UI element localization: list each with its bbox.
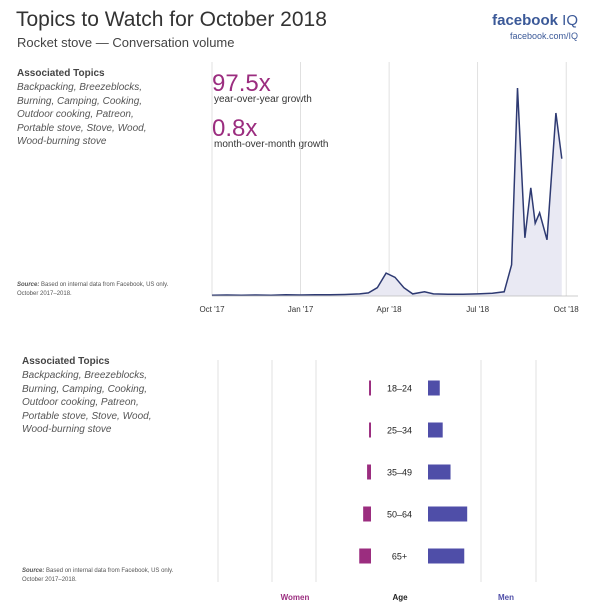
x-tick-label: Apr '18 [377,305,403,314]
bar-men [428,422,443,438]
topics-line: Wood-burning stove [17,136,107,147]
topics-line: Portable stove, Stove, Wood, [22,410,152,422]
topics-line: Burning, Camping, Cooking, [17,95,143,107]
bar-women [363,506,371,522]
age-category-label: 65+ [392,552,407,562]
age-category-label: 50–64 [387,510,412,520]
source-text: Based on internal data from Facebook, US… [46,568,174,574]
yoy-value: 97.5x [212,70,271,97]
topics-line: Backpacking, Breezeblocks, [17,82,143,93]
x-tick-label: Oct '17 [199,305,225,314]
topics-list-bottom: Backpacking, Breezeblocks, Burning, Camp… [22,369,197,437]
topics-line: Burning, Camping, Cooking, [22,383,148,395]
topics-line: Outdoor cooking, Patreon, [17,109,134,120]
bar-men [428,506,468,522]
bar-women [369,422,371,438]
topics-line: Wood-burning stove [22,424,112,435]
bar-men [428,380,440,396]
source-label: Source: [17,282,40,288]
bar-men [428,548,465,564]
volume-area [212,88,562,296]
brand-url[interactable]: facebook.com/IQ [509,31,578,41]
legend-age: Age [392,593,408,602]
topics-line: Backpacking, Breezeblocks, [22,370,148,381]
page-title: Topics to Watch for October 2018 [16,8,327,31]
bar-women [359,548,371,564]
yoy-label: year-over-year growth [214,94,312,105]
brand-suffix: IQ [562,12,578,29]
source-label: Source: [22,568,45,574]
brand-logo: facebook IQ [492,12,578,29]
topics-line: Outdoor cooking, Patreon, [22,397,139,408]
topics-line: Portable stove, Stove, Wood, [17,122,147,134]
topics-heading-top: Associated Topics [17,68,105,79]
conversation-volume-chart: Oct '17 Jan '17 Apr '18 Jul '18 Oct '18 [199,62,580,314]
source-note-bottom: Source: Based on internal data from Face… [22,567,192,585]
volume-line [211,87,563,296]
age-gender-chart: 18–24 25–34 35–49 50–64 65+ Women Age Men [217,360,537,602]
age-category-label: 35–49 [387,468,412,478]
topics-list-top: Backpacking, Breezeblocks, Burning, Camp… [17,81,192,149]
mom-value: 0.8x [212,115,258,142]
x-tick-label: Jan '17 [288,305,314,314]
source-text: Based on internal data from Facebook, US… [41,282,169,288]
source-note-top: Source: Based on internal data from Face… [17,281,187,299]
mom-label: month-over-month growth [214,139,329,150]
brand-name: facebook [492,12,558,29]
bar-women [367,464,371,480]
bar-men [428,464,451,480]
topics-heading-bottom: Associated Topics [22,356,110,367]
legend-women: Women [281,593,310,602]
age-category-label: 18–24 [387,384,412,394]
source-text-2: October 2017–2018. [17,291,72,297]
age-category-label: 25–34 [387,426,412,436]
x-tick-label: Oct '18 [554,305,580,314]
legend-men: Men [498,593,514,602]
x-tick-label: Jul '18 [466,305,489,314]
page-subtitle: Rocket stove — Conversation volume [17,35,235,50]
source-text-2: October 2017–2018. [22,577,77,583]
bar-women [369,380,371,396]
